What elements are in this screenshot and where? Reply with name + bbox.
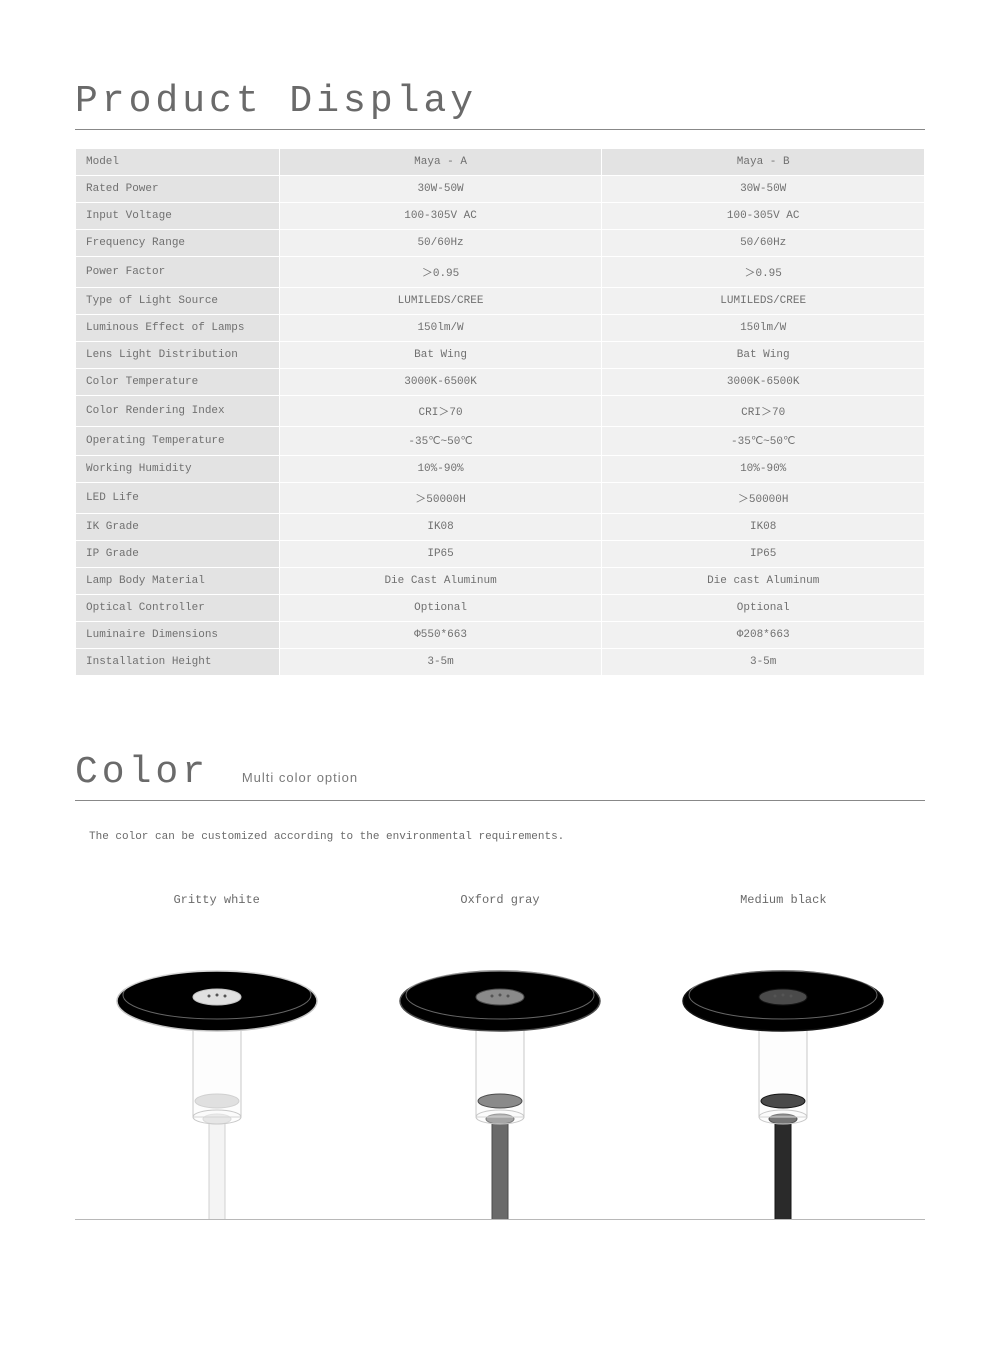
spec-label: Working Humidity — [76, 456, 280, 483]
spec-col-a: 3000K-6500K — [279, 369, 602, 396]
spec-label: Color Temperature — [76, 369, 280, 396]
spec-col-b: Die cast Aluminum — [602, 568, 925, 595]
color-option: Medium black — [642, 893, 925, 1219]
color-option: Gritty white — [75, 893, 358, 1219]
spec-col-b: IK08 — [602, 514, 925, 541]
lamp-icon — [673, 939, 893, 1219]
spec-col-a: Die Cast Aluminum — [279, 568, 602, 595]
spec-label: Color Rendering Index — [76, 396, 280, 427]
spec-label: Frequency Range — [76, 230, 280, 257]
spec-col-a: 100-305V AC — [279, 203, 602, 230]
spec-col-a: Φ550*663 — [279, 622, 602, 649]
spec-table: ModelMaya - AMaya - BRated Power30W-50W3… — [75, 148, 925, 676]
table-row: Luminaire DimensionsΦ550*663Φ208*663 — [76, 622, 925, 649]
table-row: Optical ControllerOptionalOptional — [76, 595, 925, 622]
spec-col-a: Optional — [279, 595, 602, 622]
spec-label: IK Grade — [76, 514, 280, 541]
color-option-label: Medium black — [740, 893, 826, 907]
spec-col-a: ＞0.95 — [279, 257, 602, 288]
lamp-icon — [390, 939, 610, 1219]
color-title-text: Color — [75, 751, 209, 794]
color-section-title: Color Multi color option — [75, 751, 925, 801]
spec-col-b: LUMILEDS/CREE — [602, 288, 925, 315]
spec-col-b: ＞50000H — [602, 483, 925, 514]
spec-col-b: CRI＞70 — [602, 396, 925, 427]
spec-col-a: Bat Wing — [279, 342, 602, 369]
lamp-rendering — [673, 939, 893, 1219]
spec-col-b: 30W-50W — [602, 176, 925, 203]
spec-col-a: CRI＞70 — [279, 396, 602, 427]
table-row: Rated Power30W-50W30W-50W — [76, 176, 925, 203]
product-display-title: Product Display — [75, 80, 925, 130]
spec-label: Operating Temperature — [76, 427, 280, 456]
color-note: The color can be customized according to… — [89, 831, 925, 843]
color-option-label: Oxford gray — [460, 893, 539, 907]
spec-col-b: 3-5m — [602, 649, 925, 676]
color-subtitle: Multi color option — [242, 770, 358, 785]
spec-label: Input Voltage — [76, 203, 280, 230]
table-row: IK GradeIK08IK08 — [76, 514, 925, 541]
spec-col-b: 150lm/W — [602, 315, 925, 342]
spec-label: Lamp Body Material — [76, 568, 280, 595]
table-row: Lamp Body MaterialDie Cast AluminumDie c… — [76, 568, 925, 595]
spec-col-a: ＞50000H — [279, 483, 602, 514]
table-row: Type of Light SourceLUMILEDS/CREELUMILED… — [76, 288, 925, 315]
spec-label: Rated Power — [76, 176, 280, 203]
table-row: Color Rendering IndexCRI＞70CRI＞70 — [76, 396, 925, 427]
spec-label: Type of Light Source — [76, 288, 280, 315]
table-row: Power Factor＞0.95＞0.95 — [76, 257, 925, 288]
spec-col-b: Φ208*663 — [602, 622, 925, 649]
table-row: LED Life＞50000H＞50000H — [76, 483, 925, 514]
spec-col-a: Maya - A — [279, 149, 602, 176]
spec-col-a: 150lm/W — [279, 315, 602, 342]
table-row: Installation Height3-5m3-5m — [76, 649, 925, 676]
spec-label: Lens Light Distribution — [76, 342, 280, 369]
table-row: Color Temperature3000K-6500K3000K-6500K — [76, 369, 925, 396]
spec-label: Model — [76, 149, 280, 176]
spec-col-b: IP65 — [602, 541, 925, 568]
table-row: Operating Temperature-35℃~50℃-35℃~50℃ — [76, 427, 925, 456]
table-row: Luminous Effect of Lamps150lm/W150lm/W — [76, 315, 925, 342]
spec-col-a: 3-5m — [279, 649, 602, 676]
spec-label: IP Grade — [76, 541, 280, 568]
spec-label: Power Factor — [76, 257, 280, 288]
lamp-rendering — [107, 939, 327, 1219]
spec-col-a: IK08 — [279, 514, 602, 541]
spec-col-a: LUMILEDS/CREE — [279, 288, 602, 315]
spec-col-a: -35℃~50℃ — [279, 427, 602, 456]
table-row: Input Voltage100-305V AC100-305V AC — [76, 203, 925, 230]
spec-col-b: 10%-90% — [602, 456, 925, 483]
table-row: Lens Light DistributionBat WingBat Wing — [76, 342, 925, 369]
spec-col-a: IP65 — [279, 541, 602, 568]
spec-col-b: Maya - B — [602, 149, 925, 176]
spec-col-a: 50/60Hz — [279, 230, 602, 257]
lamp-icon — [107, 939, 327, 1219]
spec-col-a: 30W-50W — [279, 176, 602, 203]
color-options-row: Gritty white Oxford gray — [75, 893, 925, 1220]
spec-label: Installation Height — [76, 649, 280, 676]
spec-col-b: Optional — [602, 595, 925, 622]
table-row: Frequency Range50/60Hz50/60Hz — [76, 230, 925, 257]
spec-col-b: 3000K-6500K — [602, 369, 925, 396]
spec-col-b: -35℃~50℃ — [602, 427, 925, 456]
spec-label: LED Life — [76, 483, 280, 514]
table-row: IP GradeIP65IP65 — [76, 541, 925, 568]
spec-col-a: 10%-90% — [279, 456, 602, 483]
color-option: Oxford gray — [358, 893, 641, 1219]
spec-col-b: 100-305V AC — [602, 203, 925, 230]
lamp-rendering — [390, 939, 610, 1219]
spec-label: Luminaire Dimensions — [76, 622, 280, 649]
color-option-label: Gritty white — [173, 893, 259, 907]
table-row: Working Humidity10%-90%10%-90% — [76, 456, 925, 483]
table-row: ModelMaya - AMaya - B — [76, 149, 925, 176]
spec-label: Optical Controller — [76, 595, 280, 622]
spec-col-b: ＞0.95 — [602, 257, 925, 288]
spec-col-b: Bat Wing — [602, 342, 925, 369]
spec-col-b: 50/60Hz — [602, 230, 925, 257]
spec-label: Luminous Effect of Lamps — [76, 315, 280, 342]
